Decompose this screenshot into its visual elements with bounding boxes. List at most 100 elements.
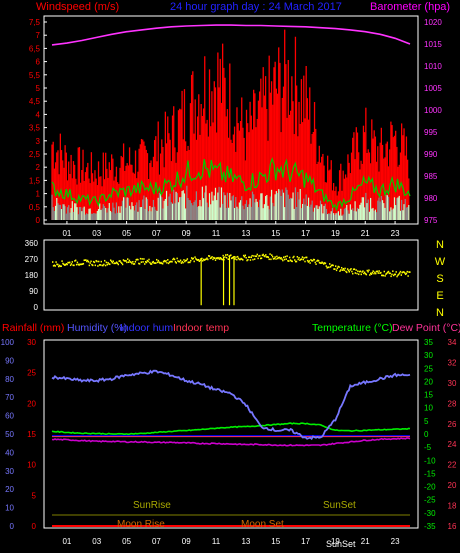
humidity-axis-title: Humidity (%) — [67, 322, 127, 334]
wind-dir-point — [108, 263, 110, 265]
wind-dir-point — [138, 262, 140, 265]
wind-dir-point — [266, 256, 269, 258]
wind-dir-point — [215, 257, 218, 260]
wind-dir-point — [349, 269, 351, 271]
wind-dir-point — [161, 262, 163, 265]
wind-dir-point — [81, 263, 84, 265]
wind-dir-point — [157, 259, 160, 262]
wind-tick-label: 4 — [36, 110, 41, 119]
wind-dir-point — [241, 258, 243, 260]
wind-dir-point — [231, 257, 233, 260]
rain-tick-label: 20 — [27, 399, 36, 408]
wind-dir-point — [289, 259, 292, 261]
wind-dir-point — [382, 274, 385, 277]
wind-dir-point — [115, 262, 117, 265]
wind-dir-point — [317, 259, 319, 262]
wind-dir-point — [296, 256, 299, 258]
wind-dir-point — [375, 270, 378, 273]
wind-x-tick-label: 03 — [92, 229, 101, 238]
baro-y-ticks: 975 980 985 990 995 1000 1005 1010 1015 1020 — [424, 18, 442, 225]
wind-dir-point — [179, 259, 182, 262]
wind-dir-point — [268, 258, 270, 261]
wind-dir-point — [130, 261, 132, 264]
wind-dir-point — [275, 258, 277, 260]
wind-dir-point — [379, 272, 381, 274]
wind-dir-point — [54, 265, 56, 267]
temp-x-tick-label: 09 — [182, 537, 191, 546]
wind-dir-point — [168, 261, 171, 263]
wind-dir-point — [398, 272, 401, 274]
wind-dir-point — [285, 258, 287, 260]
wind-dir-point — [145, 261, 148, 264]
wind-dir-point — [297, 258, 299, 261]
wind-dir-point — [132, 260, 134, 263]
wind-dir-point — [380, 271, 382, 274]
baro-tick-label: 1000 — [424, 106, 442, 115]
rain-tick-label: 15 — [27, 430, 36, 439]
wind-dir-point — [359, 270, 362, 273]
wind-dir-point — [186, 258, 189, 260]
wind-dir-point — [172, 258, 174, 261]
wind-dir-point — [392, 274, 395, 277]
wind-dir-point — [313, 258, 316, 261]
wind-dir-point — [304, 260, 306, 263]
wind-dir-point — [129, 261, 131, 263]
wind-dir-point — [288, 260, 290, 262]
temp-x-tick-label: 15 — [271, 537, 280, 546]
wind-dir-point — [319, 262, 322, 264]
hum-y-ticks: 0 10 20 30 40 50 60 70 80 90 100 — [1, 338, 15, 531]
hum-tick-label: 50 — [5, 430, 14, 439]
wind-tick-label: 6,5 — [29, 44, 41, 53]
wind-dir-point — [381, 274, 383, 277]
wind-dir-point — [78, 264, 80, 266]
wind-dir-point — [251, 254, 253, 257]
wind-dir-point — [91, 263, 93, 266]
wind-dir-point — [122, 259, 125, 261]
wind-dir-point — [72, 264, 74, 267]
wind-x-tick-label: 11 — [212, 229, 221, 238]
wind-tick-label: 3,5 — [29, 124, 41, 133]
rain-tick-label: 30 — [27, 338, 36, 347]
dir-series — [52, 253, 411, 306]
wind-dir-point — [344, 267, 346, 270]
wind-dir-point — [76, 261, 79, 264]
wind-dir-point — [295, 260, 298, 263]
wind-dir-point — [328, 266, 330, 269]
wind-dir-point — [144, 263, 146, 265]
wind-x-tick-label: 05 — [122, 229, 131, 238]
wind-dir-point — [375, 272, 377, 275]
wind-dir-point — [198, 260, 201, 263]
wind-dir-point — [342, 267, 345, 270]
wind-dir-point — [384, 275, 386, 277]
wind-dir-point — [137, 258, 139, 261]
wind-dir-point — [227, 258, 229, 260]
wind-dir-point — [398, 273, 400, 276]
temp-tick-label: -20 — [424, 483, 436, 492]
wind-dir-point — [109, 259, 112, 262]
hum-tick-label: 30 — [5, 467, 14, 476]
wind-dir-point — [348, 270, 351, 273]
wind-dir-point — [402, 271, 404, 273]
wind-dir-point — [156, 261, 159, 264]
baro-tick-label: 980 — [424, 194, 438, 203]
wind-dir-point — [396, 275, 398, 278]
wind-dir-point — [353, 268, 356, 270]
temp-tick-label: 25 — [424, 364, 433, 373]
wind-dir-point — [276, 255, 278, 258]
wind-dir-point — [64, 264, 67, 266]
wind-dir-point — [302, 258, 304, 261]
wind-dir-point — [226, 253, 229, 256]
wind-dir-point — [202, 258, 205, 261]
wind-tick-label: 4,5 — [29, 97, 41, 106]
wind-dir-point — [59, 265, 62, 268]
wind-dir-point — [300, 258, 303, 260]
wind-dir-point — [96, 260, 98, 263]
wind-dir-point — [138, 263, 141, 265]
wind-tick-label: 5 — [36, 84, 41, 93]
wind-tick-label: 5,5 — [29, 71, 41, 80]
wind-dir-point — [404, 273, 407, 276]
wind-dir-point — [406, 270, 408, 273]
wind-x-ticks: 01 03 05 07 09 11 13 15 17 19 21 23 — [62, 221, 400, 238]
wind-dir-point — [362, 270, 364, 272]
wind-y-ticks: 0 0,5 1 1,5 2 2,5 3 3,5 4 4,5 5 5,5 6 6,5 7 7,5 — [29, 18, 47, 225]
